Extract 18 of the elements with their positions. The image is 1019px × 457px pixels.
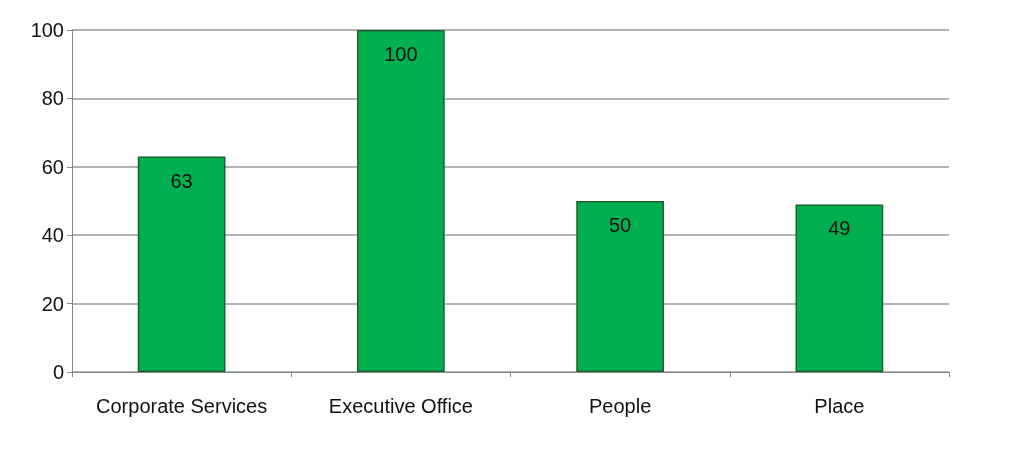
data-label: 49 bbox=[828, 217, 851, 240]
y-tick-label: 100 bbox=[30, 19, 64, 41]
bar bbox=[576, 201, 664, 372]
bar bbox=[795, 204, 884, 372]
bar bbox=[137, 156, 226, 372]
y-tick-label: 0 bbox=[52, 361, 64, 383]
x-tick-label: Corporate Services bbox=[96, 395, 268, 417]
data-label: 50 bbox=[609, 214, 632, 236]
y-tick-label: 40 bbox=[41, 224, 64, 247]
data-label: 100 bbox=[384, 43, 418, 65]
y-tick-label: 60 bbox=[41, 155, 64, 178]
x-tick-label: People bbox=[588, 395, 652, 417]
x-tick-label: Executive Office bbox=[328, 395, 473, 417]
bar bbox=[357, 30, 445, 372]
y-tick-label: 80 bbox=[41, 87, 64, 110]
x-tick-label: Place bbox=[814, 395, 865, 417]
data-label: 63 bbox=[170, 169, 193, 192]
y-tick-label: 20 bbox=[41, 292, 64, 315]
